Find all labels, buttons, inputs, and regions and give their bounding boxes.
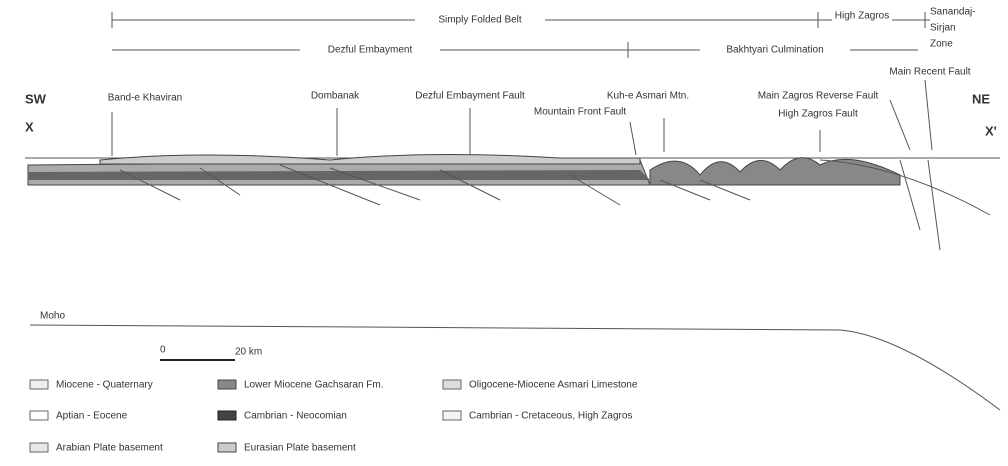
feature-label: Dombanak bbox=[311, 91, 360, 102]
moho: Moho bbox=[29, 311, 1001, 411]
zone-label: High Zagros bbox=[835, 11, 889, 22]
zone-brackets: Simply Folded Belt High Zagros Sanandaj-… bbox=[111, 7, 976, 58]
direction: SW bbox=[25, 91, 47, 106]
legend: Miocene - Quaternary Lower Miocene Gachs… bbox=[29, 379, 638, 454]
zone-label: Sirjan bbox=[930, 23, 956, 34]
zone-label: Dezful Embayment bbox=[328, 45, 413, 56]
section-end: X' bbox=[985, 123, 997, 138]
legend-label: Aptian - Eocene bbox=[56, 411, 128, 422]
zone-label: Simply Folded Belt bbox=[438, 15, 522, 26]
feature-label: Band-e Khaviran bbox=[108, 93, 183, 104]
legend-label: Lower Miocene Gachsaran Fm. bbox=[244, 380, 384, 391]
section: SW X NE X' Band-e Khaviran Dombanak Dezf… bbox=[25, 67, 1000, 251]
scale-label: 20 km bbox=[235, 347, 262, 358]
scale-label: 0 bbox=[160, 345, 166, 356]
zone-label: Bakhtyari Culmination bbox=[726, 45, 823, 56]
scale-bar: 0 20 km bbox=[160, 345, 262, 361]
legend-label: Cambrian - Cretaceous, High Zagros bbox=[469, 411, 632, 422]
direction: NE bbox=[972, 91, 990, 106]
zone-label: Zone bbox=[930, 39, 953, 50]
feature-label: Kuh-e Asmari Mtn. bbox=[607, 91, 689, 102]
legend-label: Eurasian Plate basement bbox=[244, 443, 356, 454]
moho-label: Moho bbox=[40, 311, 65, 322]
legend-label: Cambrian - Neocomian bbox=[244, 411, 347, 422]
feature-label: Main Recent Fault bbox=[889, 67, 970, 78]
legend-label: Arabian Plate basement bbox=[56, 443, 163, 454]
feature-label: High Zagros Fault bbox=[778, 109, 858, 120]
feature-label: Dezful Embayment Fault bbox=[415, 91, 525, 102]
legend-label: Oligocene-Miocene Asmari Limestone bbox=[469, 380, 638, 391]
feature-label: Main Zagros Reverse Fault bbox=[758, 91, 879, 102]
section-end: X bbox=[25, 119, 34, 134]
feature-label: Mountain Front Fault bbox=[534, 107, 626, 118]
zone-label: Sanandaj- bbox=[930, 7, 976, 18]
legend-label: Miocene - Quaternary bbox=[56, 380, 153, 391]
